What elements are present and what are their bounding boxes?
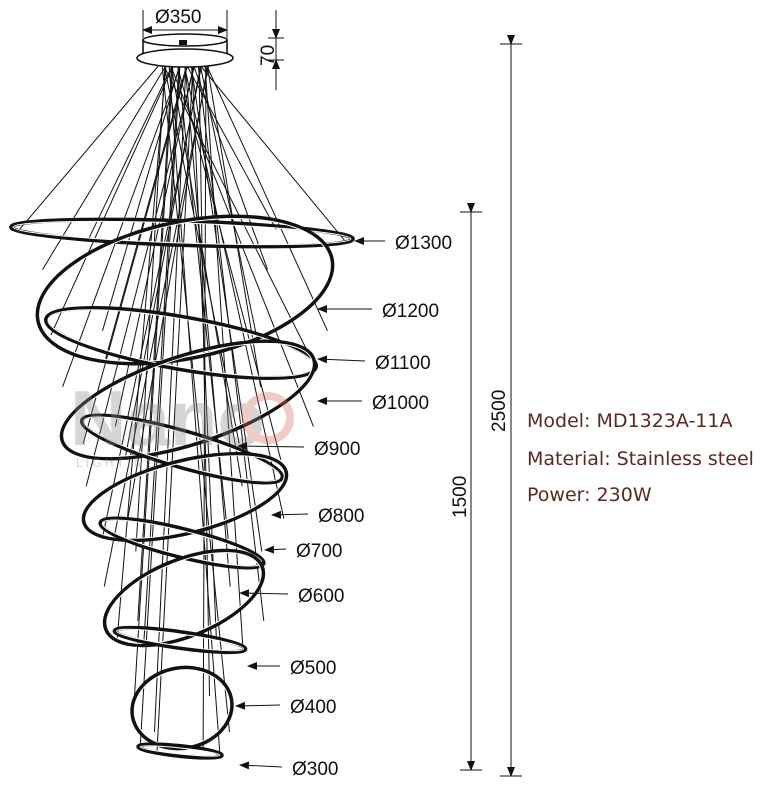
ring-callout-arrow bbox=[235, 701, 281, 710]
ring-diameter-label: Ø1000 bbox=[372, 393, 429, 414]
overall-height-dimension bbox=[500, 35, 522, 777]
ring-5 bbox=[79, 413, 285, 485]
suspension-cable bbox=[204, 63, 244, 645]
ring-stack-height-label: 1500 bbox=[450, 476, 471, 518]
watermark-wordmark: Nano bbox=[70, 374, 265, 462]
suspension-cable bbox=[19, 63, 161, 230]
suspension-cable bbox=[134, 63, 174, 697]
ceiling-canopy bbox=[136, 33, 234, 68]
ring-callout-arrow bbox=[237, 442, 305, 451]
ring-diameter-label: Ø300 bbox=[292, 759, 338, 780]
watermark-logo: Nano L I G H T I N G bbox=[70, 374, 294, 470]
ring-callout-arrow bbox=[239, 761, 283, 770]
suspension-cable bbox=[184, 63, 231, 587]
ring-9 bbox=[112, 625, 248, 655]
ring-diameter-label: Ø400 bbox=[290, 697, 336, 718]
ring-diameter-label: Ø900 bbox=[314, 439, 360, 460]
suspension-cable bbox=[162, 63, 312, 359]
suspension-cables bbox=[19, 63, 345, 755]
canopy-diameter-label: Ø350 bbox=[155, 7, 201, 28]
suspension-cable bbox=[116, 63, 167, 638]
ring-diameter-label: Ø1200 bbox=[382, 301, 439, 322]
material-spec: Material: Stainless steel bbox=[527, 448, 754, 470]
ring-callouts: Ø1300 Ø1200 Ø1100 Ø1000 Ø900 Ø800 Ø700 Ø600 Ø500… bbox=[235, 233, 452, 780]
ring-diameter-label: Ø700 bbox=[296, 541, 342, 562]
suspension-cable bbox=[50, 63, 175, 336]
suspension-cable bbox=[139, 63, 181, 750]
suspension-cable bbox=[137, 63, 173, 621]
power-spec: Power: 230W bbox=[527, 484, 652, 506]
suspension-cable bbox=[156, 63, 194, 755]
ring-4 bbox=[59, 339, 317, 461]
watermark-swirl-icon bbox=[242, 392, 294, 444]
ring-diameter-label: Ø800 bbox=[318, 506, 364, 527]
ring-callout-arrow bbox=[271, 510, 309, 519]
watermark-tagline: L I G H T I N G bbox=[76, 456, 155, 470]
overall-height-label: 2500 bbox=[489, 390, 510, 432]
ring-callout-arrow bbox=[264, 545, 287, 554]
canopy-diameter-dimension bbox=[142, 10, 228, 38]
ring-stack-height-dimension bbox=[460, 203, 482, 771]
suspension-cable bbox=[102, 63, 181, 331]
ring-7 bbox=[98, 516, 266, 570]
ring-diameter-label: Ø500 bbox=[290, 658, 336, 679]
suspension-cable bbox=[205, 63, 328, 332]
canopy-height-label: 70 bbox=[258, 45, 279, 66]
ring-callout-arrow bbox=[317, 355, 366, 364]
suspension-cable bbox=[127, 63, 209, 519]
ring-diameter-label: Ø600 bbox=[298, 586, 344, 607]
ring-stack bbox=[9, 214, 355, 760]
ring-diameter-label: Ø1300 bbox=[395, 233, 452, 254]
ring-2 bbox=[35, 214, 335, 366]
suspension-cable bbox=[82, 63, 189, 444]
suspension-cable bbox=[42, 63, 168, 270]
ring-diameter-label: Ø1100 bbox=[375, 353, 431, 374]
suspension-cable bbox=[135, 63, 166, 552]
model-spec: Model: MD1323A-11A bbox=[527, 410, 733, 432]
canopy-height-dimension bbox=[268, 10, 284, 90]
ring-callout-arrow bbox=[239, 589, 289, 598]
suspension-cable bbox=[87, 63, 174, 241]
suspension-cable bbox=[198, 63, 345, 241]
suspension-cable bbox=[154, 63, 187, 733]
suspension-cable bbox=[199, 63, 257, 336]
ring-11 bbox=[136, 742, 224, 760]
